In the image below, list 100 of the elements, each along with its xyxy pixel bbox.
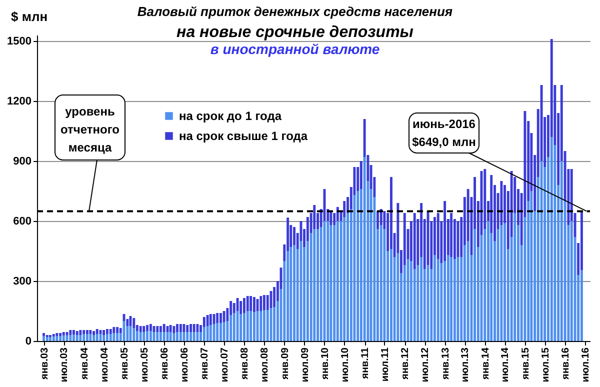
bar — [149, 324, 152, 331]
bar — [444, 201, 446, 261]
bar — [436, 259, 440, 341]
bar — [380, 225, 382, 341]
x-tick-label: июл.03 — [59, 347, 70, 382]
bar — [246, 296, 249, 311]
bar — [116, 333, 119, 341]
annotation: июнь-2016 $649,0 млн — [412, 117, 476, 149]
bar — [463, 245, 466, 341]
bar — [149, 331, 152, 341]
bar — [360, 161, 362, 189]
bar — [179, 324, 182, 332]
bar — [109, 334, 112, 341]
bar — [266, 310, 269, 341]
bar — [92, 331, 96, 335]
bar — [260, 296, 262, 311]
bar — [286, 251, 290, 341]
bar — [487, 221, 490, 341]
ref-line-label: уровень отчетного месяца — [60, 104, 120, 154]
bar — [220, 313, 222, 323]
x-tick-label: июл.05 — [139, 347, 150, 382]
bar — [56, 333, 58, 336]
bar — [176, 324, 178, 332]
bar — [530, 191, 533, 341]
bar — [76, 331, 78, 335]
legend-label: на срок до 1 года — [179, 109, 282, 123]
bar — [206, 315, 209, 326]
bar — [92, 335, 96, 341]
bar — [220, 323, 222, 341]
bar — [72, 334, 75, 341]
x-tick-label: июл.16 — [580, 347, 592, 382]
bar — [216, 323, 219, 341]
bar — [112, 327, 116, 333]
bar — [72, 330, 75, 335]
bar — [106, 329, 108, 334]
bar — [316, 229, 320, 341]
bar — [190, 324, 192, 332]
bar — [436, 213, 440, 259]
bar — [343, 201, 346, 217]
bar — [390, 249, 392, 341]
bar — [496, 229, 500, 341]
bar — [142, 326, 146, 332]
bar — [540, 161, 543, 341]
bar — [159, 326, 162, 332]
y-tick-label: 600 — [13, 216, 32, 228]
bar — [310, 233, 312, 341]
bar — [82, 334, 86, 341]
bar — [440, 263, 443, 341]
bar — [570, 221, 573, 341]
bar — [243, 313, 246, 341]
bar — [236, 298, 239, 311]
bar — [262, 295, 266, 310]
bar — [252, 312, 256, 341]
x-tick-label: янв.06 — [160, 347, 171, 380]
bar — [56, 336, 58, 341]
bar — [69, 335, 72, 341]
bar — [186, 332, 189, 341]
bar — [190, 332, 192, 341]
x-tick-label: июл.10 — [340, 347, 351, 382]
bar — [240, 301, 242, 314]
bar — [343, 217, 346, 341]
bar — [246, 311, 249, 341]
bar — [560, 161, 563, 341]
bar — [66, 332, 68, 336]
bar — [159, 332, 162, 341]
bar — [260, 311, 262, 341]
x-tick-label: июл.14 — [500, 347, 512, 382]
bar — [162, 324, 166, 332]
bar — [290, 247, 292, 341]
bar — [69, 330, 72, 335]
bar — [142, 332, 146, 341]
bar — [182, 324, 186, 332]
y-tick-label: 900 — [13, 156, 32, 168]
x-tick-label: июл.15 — [540, 347, 552, 382]
bar — [172, 326, 176, 333]
bar — [236, 311, 239, 341]
bar — [116, 327, 119, 333]
x-tick-label: июл.13 — [460, 347, 472, 382]
bar — [202, 327, 206, 341]
bar — [346, 213, 349, 341]
bar — [340, 221, 342, 341]
bar — [243, 298, 246, 313]
bar — [580, 270, 583, 341]
bar — [330, 225, 332, 341]
bar — [333, 225, 336, 341]
bar — [146, 331, 149, 341]
x-tick-label: янв.09 — [280, 347, 291, 380]
bar — [52, 336, 55, 341]
bar — [59, 336, 62, 341]
bar — [62, 332, 65, 336]
bar — [383, 229, 386, 341]
x-tick-label: июл.09 — [300, 347, 311, 382]
y-axis-title: $ млн — [11, 9, 48, 24]
x-tick-label: янв.13 — [440, 347, 452, 380]
bar — [450, 213, 453, 257]
bar — [212, 324, 216, 341]
bar — [49, 337, 52, 341]
bar — [76, 335, 78, 341]
bar — [433, 255, 436, 341]
bar — [212, 314, 216, 324]
